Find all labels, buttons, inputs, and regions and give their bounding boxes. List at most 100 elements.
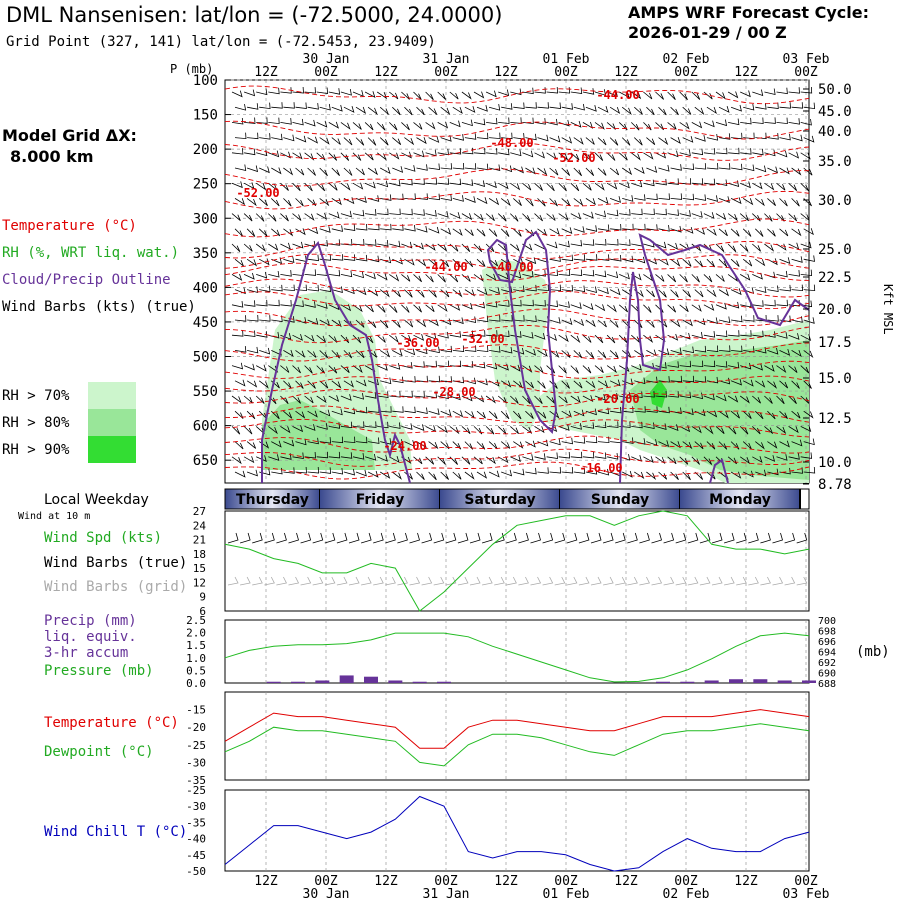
wind-barb [328,269,341,277]
height-tick-label: 30.0 [818,193,852,209]
wind-barb [304,301,316,308]
wind-barb-true [373,532,384,544]
wind-barb [328,152,338,161]
wind-barb [779,410,788,419]
wind-barb-grid [603,576,614,586]
y-tick-label: 18 [193,548,206,561]
y-tick-label: -50 [186,865,206,878]
wind-barb [449,178,462,186]
wind-barb-true [397,532,408,544]
wind-barb [231,117,244,125]
wind-barb [573,198,584,207]
wind-barb [522,454,534,461]
wind-barb [440,376,453,383]
temperature-contour [224,241,810,260]
wind-barb [776,426,787,435]
wind-barb-grid [494,576,505,586]
height-tick-label: 8.78 [818,477,852,493]
wind-barb [473,213,484,222]
wind-barb [280,151,291,159]
rh-region [630,340,809,480]
wind-barb [670,193,683,200]
wind-barb [449,91,459,100]
wind-barb [292,182,301,192]
wind-barb [752,148,764,156]
height-tick-label: 50.0 [818,82,852,98]
wind-barb [340,270,353,278]
wind-barb [328,395,340,403]
wind-barb [525,467,537,475]
wind-barb [788,87,800,94]
wind-barb [498,330,510,338]
wind-barb [392,137,402,146]
wind-barb [449,243,459,252]
wind-barb [380,377,392,385]
wind-barb [779,102,791,109]
wind-barb [392,106,401,116]
wind-barb-grid [748,576,759,586]
wind-barb [752,182,763,190]
wind-barb [655,91,664,100]
wind-barb [634,406,646,413]
wind-barb [379,319,389,329]
precip-bar [388,680,403,683]
wind-barb [609,106,621,115]
wind-barb [779,380,789,389]
wind-barb [621,106,632,116]
wind-barb [271,198,280,207]
wind-barb [582,269,595,277]
wind-barb [283,134,295,142]
wind-barb [379,471,391,479]
wind-barb [404,224,416,232]
wind-barb-true [784,532,796,544]
y-tick-label-right: 690 [818,669,836,680]
wind-barb [561,284,574,292]
wind-barb [340,394,352,401]
wind-barb [573,254,586,261]
wind-barb [464,471,475,480]
wind-barb-true [796,532,808,544]
wind-barb [271,257,283,265]
wind-barb [488,441,498,450]
top-date-label: 03 Feb [783,52,830,67]
wind-barb [561,380,570,389]
wind-barb [401,390,413,398]
temperature-contour-label: -52.00 [552,151,595,165]
wind-barb [694,227,706,235]
temp-frame [224,691,810,781]
wind-barb-true [445,532,457,544]
wind-barb [452,441,462,450]
wind-barb [752,117,764,124]
wind-barb [413,91,422,100]
wind-barb [331,436,344,444]
wind-barb-grid [578,576,590,586]
wind-barb [534,151,545,159]
wind-barb [401,122,410,131]
wind-barb [525,102,537,109]
wind-barb [730,228,740,237]
wind-barb-true [687,532,699,544]
y-tick-label: -30 [186,800,206,813]
wind-barb [328,121,340,129]
wind-barb [767,468,779,476]
wind-barb [594,238,607,246]
wind-barb [561,167,571,176]
forecast-cycle-label: AMPS WRF Forecast Cycle: [628,3,869,22]
wind-barb [594,365,604,374]
wind-barb [549,438,561,446]
wind-barb [437,243,448,252]
wind-barb [621,167,633,176]
temp-y-axis: -15 -20 -25 -30 -35 [186,704,206,787]
wind-barb [488,410,498,419]
pressure-tick-label: 150 [193,108,218,124]
wind-barb [606,271,619,279]
wind-barb [416,193,428,200]
wind-barb [243,456,255,464]
wind-barb [658,258,669,266]
wind-barb [440,258,450,268]
wind-barb-true [651,532,662,544]
precip-bar [802,680,816,683]
precip-bar [656,681,670,683]
wind-barb [803,102,816,110]
